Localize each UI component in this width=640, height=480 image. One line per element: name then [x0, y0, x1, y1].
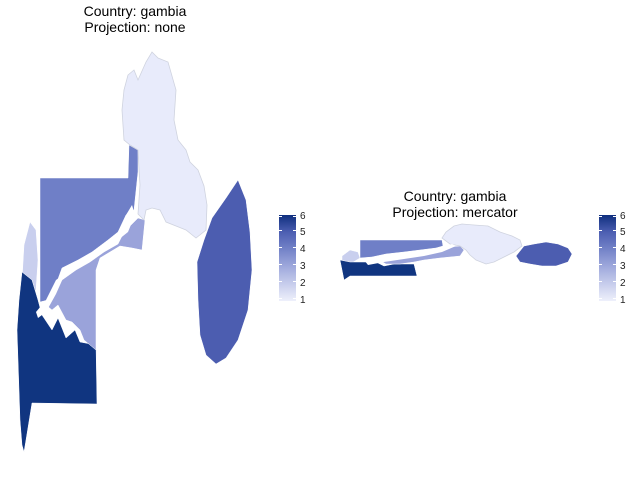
river-gambia [364, 244, 456, 265]
legend-label: 1 [300, 295, 306, 306]
region-level-5 [196, 179, 253, 365]
region-level-4 [359, 239, 444, 259]
map-title: Country: gambia Projection: none [0, 3, 270, 35]
legend-label: 2 [300, 278, 306, 289]
legend-label: 5 [300, 227, 306, 238]
legend-label: 2 [620, 278, 626, 289]
legend-label: 5 [620, 227, 626, 238]
legend-label: 4 [620, 244, 626, 255]
legend: 1 2 3 4 5 6 [596, 212, 636, 312]
region-level-3 [45, 217, 146, 351]
legend-colorbar [279, 215, 296, 301]
region-level-5 [515, 241, 573, 267]
legend-label: 3 [300, 261, 306, 272]
map-panel-mercator: Country: gambia Projection: mercator 1 2… [320, 0, 640, 480]
legend-label: 6 [620, 211, 626, 222]
title-projection: Projection: mercator [392, 204, 518, 220]
choropleth-map [339, 223, 573, 281]
title-country: Country: gambia [403, 188, 507, 204]
choropleth-map [16, 51, 253, 453]
region-level-1 [441, 223, 523, 265]
title-country: Country: gambia [83, 3, 187, 19]
region-level-6 [339, 259, 418, 281]
region-level-1 [121, 51, 208, 239]
legend: 1 2 3 4 5 6 [276, 212, 316, 312]
legend-label: 4 [300, 244, 306, 255]
legend-colorbar [599, 215, 616, 301]
title-projection: Projection: none [84, 19, 186, 35]
legend-label: 3 [620, 261, 626, 272]
river-gambia [36, 205, 135, 318]
map-panel-none: Country: gambia Projection: none 1 2 3 4… [0, 3, 316, 453]
legend-label: 6 [300, 211, 306, 222]
map-title: Country: gambia Projection: mercator [320, 188, 590, 220]
legend-label: 1 [620, 295, 626, 306]
